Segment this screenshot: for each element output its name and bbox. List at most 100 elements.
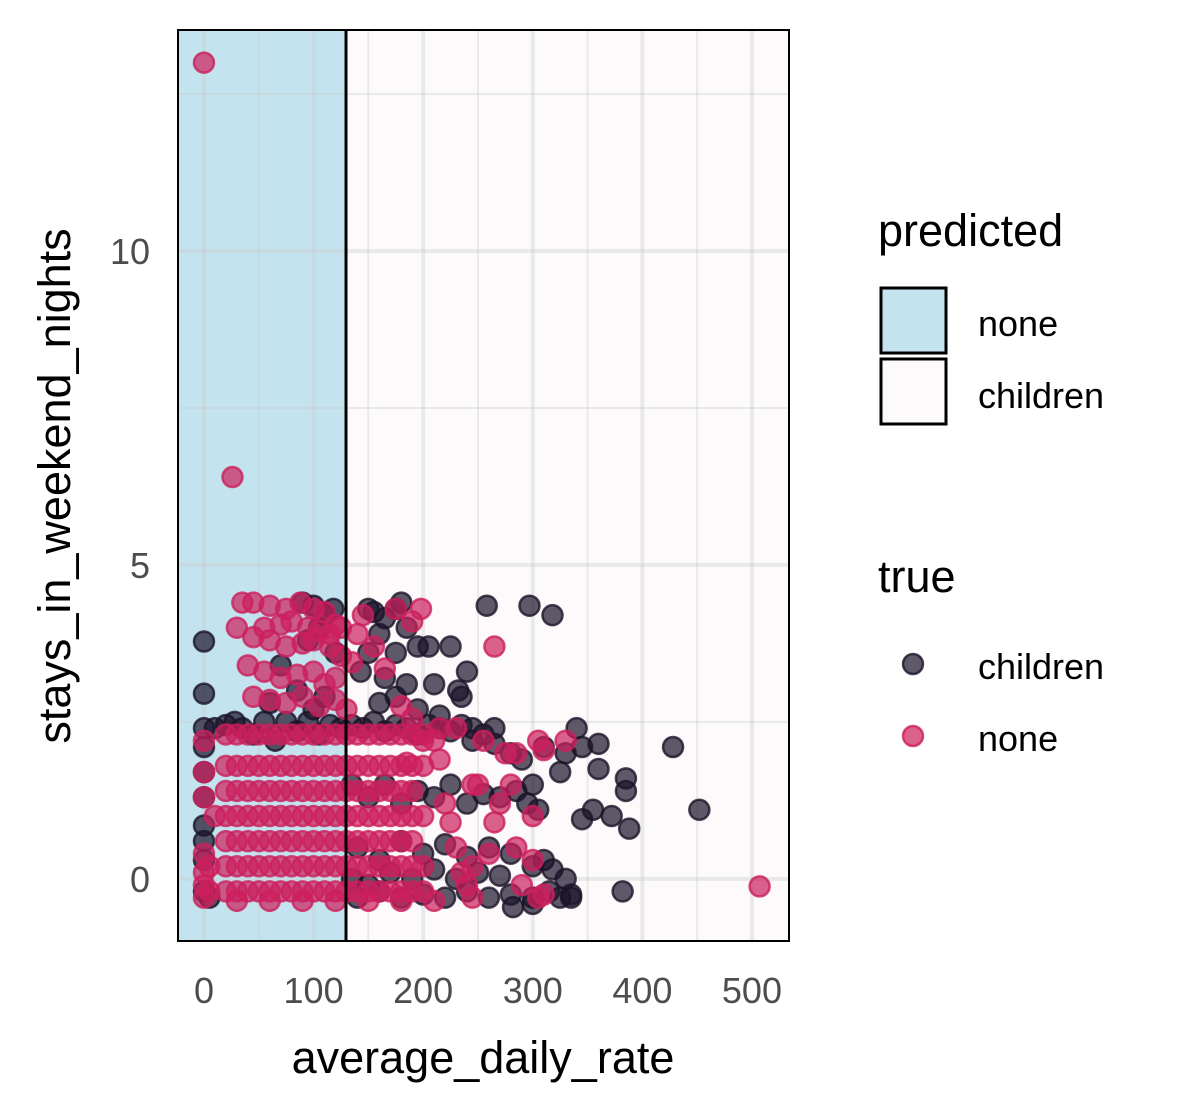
point-true-none [291, 889, 314, 913]
point-true-none [461, 886, 484, 909]
point-true-none [411, 804, 435, 828]
point-true-none [483, 635, 506, 658]
x-axis-ticks: 0 100 200 300 400 500 [194, 970, 782, 1011]
point-true-none [532, 738, 555, 762]
point-true-none [505, 836, 528, 859]
point-true-none [554, 729, 577, 752]
point-true-none [461, 773, 484, 796]
x-tick-label: 500 [722, 970, 782, 1011]
point-true-none [351, 603, 375, 627]
point-true-children [439, 635, 462, 658]
point-true-children [384, 641, 408, 665]
legend-true-title: true [878, 551, 956, 602]
point-true-children [192, 630, 216, 653]
point-true-children [587, 732, 610, 756]
point-true-children [417, 635, 440, 658]
legend-label-predicted-children: children [978, 375, 1104, 416]
y-axis-title: stays_in_weekend_nights [29, 228, 80, 743]
point-true-none [499, 773, 523, 796]
point-true-none [433, 792, 457, 815]
point-true-children [455, 660, 479, 683]
point-true-none [521, 848, 545, 872]
point-true-children [614, 767, 638, 790]
legend-label-predicted-none: none [978, 303, 1058, 344]
point-true-none [400, 610, 424, 633]
point-true-none [532, 883, 555, 906]
point-true-children [688, 798, 711, 822]
point-true-none [400, 707, 424, 730]
legend-predicted: predicted none children [878, 205, 1104, 426]
point-true-none [192, 729, 216, 752]
point-true-children [548, 760, 572, 784]
x-tick-label: 0 [194, 970, 214, 1011]
point-true-children [439, 773, 462, 796]
point-true-none [395, 751, 418, 774]
point-true-children [192, 682, 216, 705]
y-tick-label: 10 [110, 231, 150, 272]
point-true-none [373, 657, 397, 680]
point-true-none [400, 779, 424, 803]
y-tick-label: 5 [130, 545, 150, 586]
point-true-none [225, 616, 249, 639]
point-true-children [570, 807, 594, 831]
point-true-none [411, 855, 435, 878]
legend-predicted-title: predicted [878, 205, 1063, 256]
point-true-none [472, 729, 495, 752]
point-true-none [422, 889, 446, 913]
legend-point-children [901, 652, 925, 676]
point-true-none [192, 760, 216, 784]
legend-label-true-children: children [978, 646, 1104, 687]
point-true-children [518, 594, 541, 617]
point-true-none [362, 635, 386, 658]
point-true-none [258, 889, 281, 913]
point-true-none [521, 804, 545, 828]
point-true-children [587, 757, 610, 781]
point-true-none [439, 811, 462, 834]
point-true-children [475, 594, 498, 617]
data-points [192, 51, 771, 919]
point-true-none [461, 855, 484, 878]
point-true-none [192, 51, 216, 74]
point-true-none [411, 729, 435, 752]
y-axis-ticks: 0 5 10 [110, 231, 150, 900]
point-true-none [389, 889, 413, 913]
x-tick-label: 100 [284, 970, 344, 1011]
point-true-children [617, 817, 641, 840]
point-true-children [488, 864, 512, 887]
point-true-none [192, 785, 216, 809]
point-true-children [611, 880, 634, 903]
x-tick-label: 200 [393, 970, 453, 1011]
point-true-children [501, 895, 525, 919]
point-true-none [488, 792, 512, 815]
x-axis-title: average_daily_rate [292, 1032, 675, 1083]
point-true-none [225, 889, 249, 913]
point-true-none [384, 597, 408, 621]
legend-swatch-children [879, 357, 948, 426]
point-true-none [428, 716, 451, 740]
point-true-children [521, 773, 545, 796]
point-true-children [541, 603, 564, 627]
point-true-none [748, 875, 771, 898]
point-true-none [483, 811, 506, 834]
point-true-none [444, 836, 468, 859]
point-true-none [324, 666, 347, 690]
point-true-none [357, 889, 380, 913]
point-true-children [422, 672, 446, 696]
x-tick-label: 400 [612, 970, 672, 1011]
point-true-none [510, 873, 534, 897]
panel-border [177, 29, 790, 942]
y-tick-label: 0 [130, 859, 150, 900]
point-true-none [428, 748, 451, 771]
point-true-none [477, 842, 501, 865]
point-true-children [600, 804, 623, 828]
point-true-children [661, 735, 685, 759]
point-true-none [505, 742, 528, 765]
point-true-none [221, 465, 244, 489]
point-true-none [324, 889, 347, 913]
legend-point-none [901, 724, 925, 748]
x-tick-label: 300 [503, 970, 563, 1011]
point-true-children [450, 685, 473, 709]
point-true-none [400, 829, 424, 853]
point-true-children [559, 883, 583, 906]
